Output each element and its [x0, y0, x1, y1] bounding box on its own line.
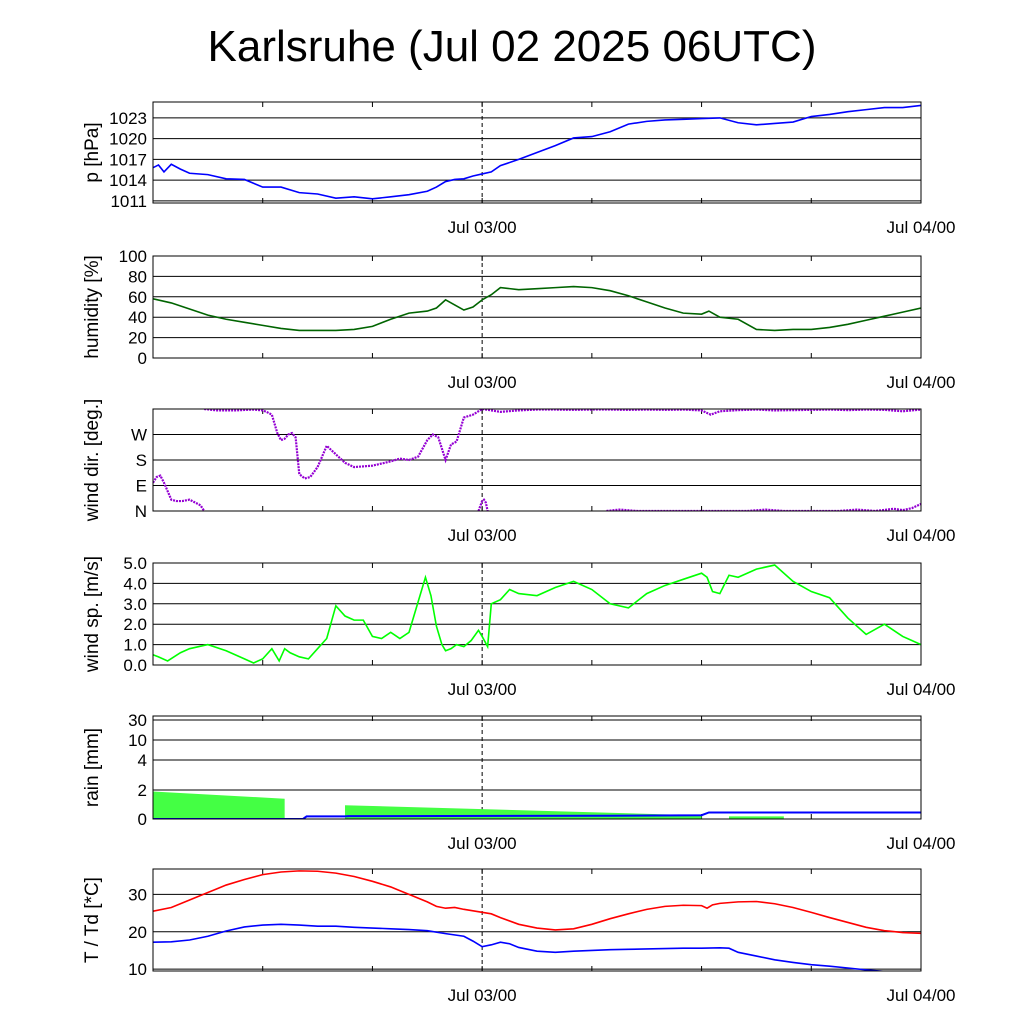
- series-line: [153, 923, 921, 971]
- y-tick-label: 30: [128, 885, 147, 904]
- y-tick-label: 10: [128, 731, 147, 750]
- x-tick-label: Jul 04/00: [887, 218, 956, 237]
- plot-frame: [152, 715, 922, 820]
- x-tick-label: Jul 03/00: [448, 680, 517, 699]
- y-tick-label: N: [135, 502, 147, 521]
- y-axis-label: wind dir. [deg.]: [82, 399, 103, 523]
- series-line: [153, 285, 921, 332]
- plot-data: [153, 104, 921, 200]
- y-tick-label: S: [136, 451, 147, 470]
- y-tick-label: 40: [128, 308, 147, 327]
- chart-title: Karlsruhe (Jul 02 2025 06UTC): [207, 22, 817, 71]
- series-line: [153, 564, 921, 664]
- panel-6: 10 20 30 Jul 03/00 Jul 04/00 T / Td [*C]: [82, 868, 956, 1005]
- y-tick-label: 20: [128, 923, 147, 942]
- y-axis-label: T / Td [*C]: [82, 877, 103, 963]
- x-tick-label: Jul 04/00: [887, 834, 956, 853]
- y-tick-label: 1014: [109, 171, 147, 190]
- y-tick-label: 0: [138, 810, 147, 829]
- y-tick-label: 2.0: [123, 615, 147, 634]
- wind-direction-trace: [204, 409, 483, 480]
- wind-direction-trace: [477, 498, 489, 511]
- y-tick-label: 1023: [109, 109, 147, 128]
- wind-direction-trace: [606, 502, 921, 511]
- y-tick-label: 4: [138, 751, 147, 770]
- x-tick-label: Jul 03/00: [448, 986, 517, 1005]
- wind-direction-trace: [481, 409, 921, 416]
- x-tick-label: Jul 03/00: [448, 834, 517, 853]
- y-tick-label: 10: [128, 960, 147, 979]
- wind-direction-trace: [153, 474, 206, 511]
- series-line: [153, 104, 921, 200]
- rain-area: [729, 816, 784, 819]
- y-tick-label: 0: [138, 349, 147, 368]
- plot-frame: [152, 562, 922, 666]
- y-tick-label: 30: [128, 711, 147, 730]
- plot-frame: [152, 255, 922, 359]
- y-tick-label: 4.0: [123, 574, 147, 593]
- plot-data: [153, 409, 921, 511]
- x-tick-label: Jul 03/00: [448, 218, 517, 237]
- series-line: [153, 870, 921, 935]
- x-tick-label: Jul 04/00: [887, 680, 956, 699]
- y-tick-label: 3.0: [123, 595, 147, 614]
- x-tick-label: Jul 04/00: [887, 373, 956, 392]
- y-axis-label: p [hPa]: [82, 122, 103, 182]
- y-tick-label: 80: [128, 267, 147, 286]
- plot-frame: [152, 101, 922, 204]
- plot-frame: [152, 408, 922, 512]
- plot-frame: [152, 868, 922, 972]
- y-tick-label: 5.0: [123, 554, 147, 573]
- y-tick-label: 1020: [109, 130, 147, 149]
- y-tick-label: E: [136, 477, 147, 496]
- y-axis-label: wind sp. [m/s]: [82, 556, 103, 673]
- plot-data: [153, 285, 921, 332]
- y-axis-label: rain [mm]: [82, 728, 103, 807]
- y-tick-label: 1.0: [123, 636, 147, 655]
- y-tick-label: W: [131, 426, 147, 445]
- rain-line: [153, 811, 921, 819]
- rain-area: [153, 791, 285, 819]
- x-tick-label: Jul 04/00: [887, 526, 956, 545]
- x-tick-label: Jul 03/00: [448, 373, 517, 392]
- y-tick-label: 1017: [109, 150, 147, 169]
- y-tick-label: 2: [138, 781, 147, 800]
- y-tick-label: 100: [119, 247, 147, 266]
- plot-data: [153, 870, 921, 971]
- y-tick-label: 20: [128, 329, 147, 348]
- plot-data: [153, 791, 921, 819]
- plot-data: [153, 564, 921, 664]
- x-tick-label: Jul 03/00: [448, 526, 517, 545]
- x-tick-label: Jul 04/00: [887, 986, 956, 1005]
- panel-4: 0.01.0 2.03.0 4.05.0 Jul 03/00 Jul 04/00 wind…: [82, 554, 956, 699]
- y-tick-label: 60: [128, 288, 147, 307]
- y-axis-label: humidity [%]: [82, 255, 103, 358]
- y-tick-label: 1011: [110, 192, 147, 211]
- y-tick-label: 0.0: [123, 656, 147, 675]
